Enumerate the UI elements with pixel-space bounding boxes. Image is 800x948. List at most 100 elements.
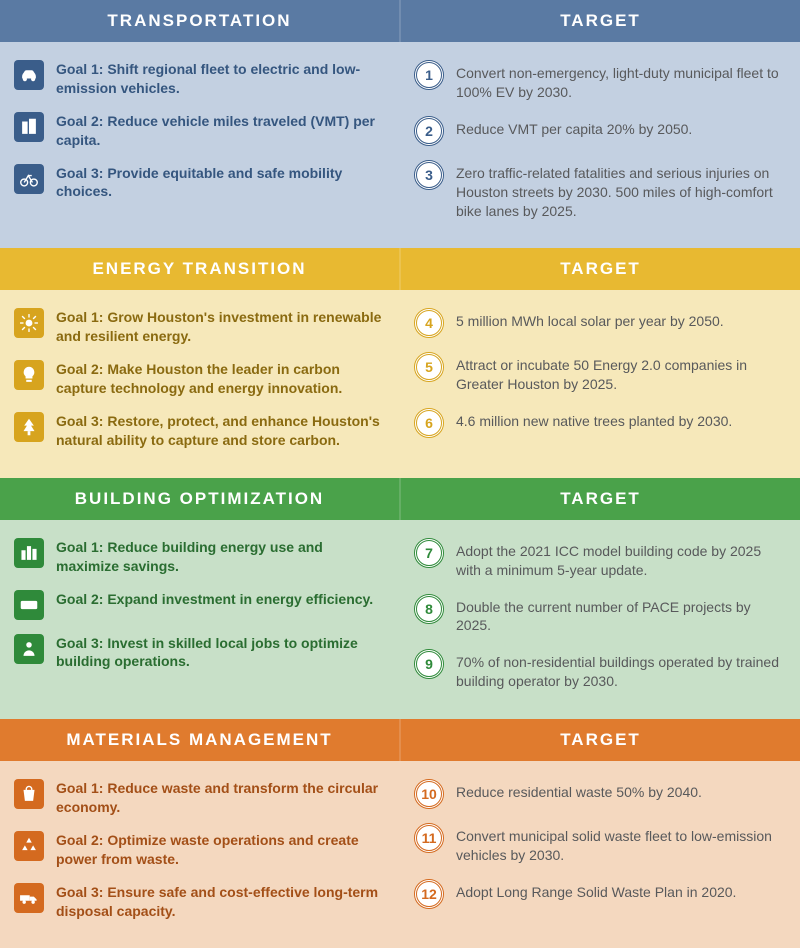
goals-column: Goal 1: Grow Houston's investment in ren…	[0, 290, 400, 477]
target-text: 5 million MWh local solar per year by 20…	[456, 308, 724, 331]
target-text: Zero traffic-related fatalities and seri…	[456, 160, 786, 221]
climate-plan-infographic: TRANSPORTATIONTARGETGoal 1: Shift region…	[0, 0, 800, 948]
target-text: 70% of non-residential buildings operate…	[456, 649, 786, 691]
target-text: Adopt Long Range Solid Waste Plan in 202…	[456, 879, 736, 902]
target-text: Reduce VMT per capita 20% by 2050.	[456, 116, 692, 139]
section-header-materials: MATERIALS MANAGEMENTTARGET	[0, 719, 800, 761]
target-number-badge: 5	[414, 352, 444, 382]
towers-icon	[14, 538, 44, 568]
target-number-badge: 2	[414, 116, 444, 146]
recycle-icon	[14, 831, 44, 861]
section-target-label: TARGET	[401, 0, 800, 42]
section-title: TRANSPORTATION	[0, 0, 401, 42]
target-row: 9 70% of non-residential buildings operat…	[414, 649, 786, 691]
target-number-badge: 3	[414, 160, 444, 190]
section-title: ENERGY TRANSITION	[0, 248, 401, 290]
target-text: Convert non-emergency, light-duty munici…	[456, 60, 786, 102]
goal-text: Goal 3: Invest in skilled local jobs to …	[56, 634, 386, 672]
target-row: 10 Reduce residential waste 50% by 2040.	[414, 779, 786, 809]
goal-text: Goal 1: Grow Houston's investment in ren…	[56, 308, 386, 346]
goals-column: Goal 1: Reduce waste and transform the c…	[0, 761, 400, 948]
targets-column: 10Reduce residential waste 50% by 2040.1…	[400, 761, 800, 948]
goal-text: Goal 1: Shift regional fleet to electric…	[56, 60, 386, 98]
goal-row: Goal 1: Reduce waste and transform the c…	[14, 779, 386, 817]
goal-row: Goal 1: Grow Houston's investment in ren…	[14, 308, 386, 346]
target-text: Adopt the 2021 ICC model building code b…	[456, 538, 786, 580]
goal-row: Goal 2: Expand investment in energy effi…	[14, 590, 386, 620]
target-text: Attract or incubate 50 Energy 2.0 compan…	[456, 352, 786, 394]
goal-text: Goal 2: Expand investment in energy effi…	[56, 590, 373, 609]
section-energy: ENERGY TRANSITIONTARGET Goal 1: Grow Hous…	[0, 248, 800, 477]
targets-column: 4 5 million MWh local solar per year by 2…	[400, 290, 800, 477]
target-row: 6 4.6 million new native trees planted by…	[414, 408, 786, 438]
target-text: Double the current number of PACE projec…	[456, 594, 786, 636]
goal-text: Goal 3: Restore, protect, and enhance Ho…	[56, 412, 386, 450]
targets-column: 1 Convert non-emergency, light-duty munic…	[400, 42, 800, 248]
target-number-badge: 4	[414, 308, 444, 338]
targets-column: 7 Adopt the 2021 ICC model building code …	[400, 520, 800, 719]
target-number-badge: 11	[414, 823, 444, 853]
building-icon	[14, 112, 44, 142]
goal-row: Goal 1: Reduce building energy use and m…	[14, 538, 386, 576]
bag-icon	[14, 779, 44, 809]
goal-text: Goal 2: Make Houston the leader in carbo…	[56, 360, 386, 398]
bulb-icon	[14, 360, 44, 390]
goals-column: Goal 1: Shift regional fleet to electric…	[0, 42, 400, 248]
worker-icon	[14, 634, 44, 664]
target-number-badge: 12	[414, 879, 444, 909]
target-number-badge: 1	[414, 60, 444, 90]
target-number-badge: 9	[414, 649, 444, 679]
section-transportation: TRANSPORTATIONTARGET Goal 1: Shift region…	[0, 0, 800, 248]
target-row: 7 Adopt the 2021 ICC model building code …	[414, 538, 786, 580]
car-icon	[14, 60, 44, 90]
goal-text: Goal 2: Reduce vehicle miles traveled (V…	[56, 112, 386, 150]
target-text: Convert municipal solid waste fleet to l…	[456, 823, 786, 865]
target-row: 2 Reduce VMT per capita 20% by 2050.	[414, 116, 786, 146]
tree-icon	[14, 412, 44, 442]
goal-row: Goal 2: Make Houston the leader in carbo…	[14, 360, 386, 398]
goal-row: Goal 2: Reduce vehicle miles traveled (V…	[14, 112, 386, 150]
target-row: 8 Double the current number of PACE proje…	[414, 594, 786, 636]
section-target-label: TARGET	[401, 719, 800, 761]
target-number-badge: 6	[414, 408, 444, 438]
goal-text: Goal 1: Reduce building energy use and m…	[56, 538, 386, 576]
goal-row: Goal 2: Optimize waste operations and cr…	[14, 831, 386, 869]
target-number-badge: 8	[414, 594, 444, 624]
section-title: BUILDING OPTIMIZATION	[0, 478, 401, 520]
target-row: 3 Zero traffic-related fatalities and ser…	[414, 160, 786, 221]
goal-text: Goal 1: Reduce waste and transform the c…	[56, 779, 386, 817]
goal-text: Goal 2: Optimize waste operations and cr…	[56, 831, 386, 869]
target-number-badge: 10	[414, 779, 444, 809]
section-title: MATERIALS MANAGEMENT	[0, 719, 401, 761]
truck-icon	[14, 883, 44, 913]
target-text: Reduce residential waste 50% by 2040.	[456, 779, 702, 802]
goal-row: Goal 1: Shift regional fleet to electric…	[14, 60, 386, 98]
section-header-energy: ENERGY TRANSITIONTARGET	[0, 248, 800, 290]
section-target-label: TARGET	[401, 248, 800, 290]
money-icon	[14, 590, 44, 620]
target-row: 1 Convert non-emergency, light-duty munic…	[414, 60, 786, 102]
target-text: 4.6 million new native trees planted by …	[456, 408, 732, 431]
target-row: 12 Adopt Long Range Solid Waste Plan in 2…	[414, 879, 786, 909]
section-body-materials: Goal 1: Reduce waste and transform the c…	[0, 761, 800, 948]
target-row: 11 Convert municipal solid waste fleet to…	[414, 823, 786, 865]
bike-icon	[14, 164, 44, 194]
goal-text: Goal 3: Provide equitable and safe mobil…	[56, 164, 386, 202]
goals-column: Goal 1: Reduce building energy use and m…	[0, 520, 400, 719]
section-body-building: Goal 1: Reduce building energy use and m…	[0, 520, 800, 719]
goal-row: Goal 3: Invest in skilled local jobs to …	[14, 634, 386, 672]
target-row: 5 Attract or incubate 50 Energy 2.0 compa…	[414, 352, 786, 394]
target-number-badge: 7	[414, 538, 444, 568]
goal-row: Goal 3: Restore, protect, and enhance Ho…	[14, 412, 386, 450]
goal-text: Goal 3: Ensure safe and cost-effective l…	[56, 883, 386, 921]
section-building: BUILDING OPTIMIZATIONTARGET Goal 1: Reduc…	[0, 478, 800, 719]
goal-row: Goal 3: Provide equitable and safe mobil…	[14, 164, 386, 202]
section-target-label: TARGET	[401, 478, 800, 520]
section-header-transportation: TRANSPORTATIONTARGET	[0, 0, 800, 42]
target-row: 4 5 million MWh local solar per year by 2…	[414, 308, 786, 338]
section-header-building: BUILDING OPTIMIZATIONTARGET	[0, 478, 800, 520]
section-materials: MATERIALS MANAGEMENTTARGET Goal 1: Reduce…	[0, 719, 800, 948]
section-body-energy: Goal 1: Grow Houston's investment in ren…	[0, 290, 800, 477]
section-body-transportation: Goal 1: Shift regional fleet to electric…	[0, 42, 800, 248]
goal-row: Goal 3: Ensure safe and cost-effective l…	[14, 883, 386, 921]
